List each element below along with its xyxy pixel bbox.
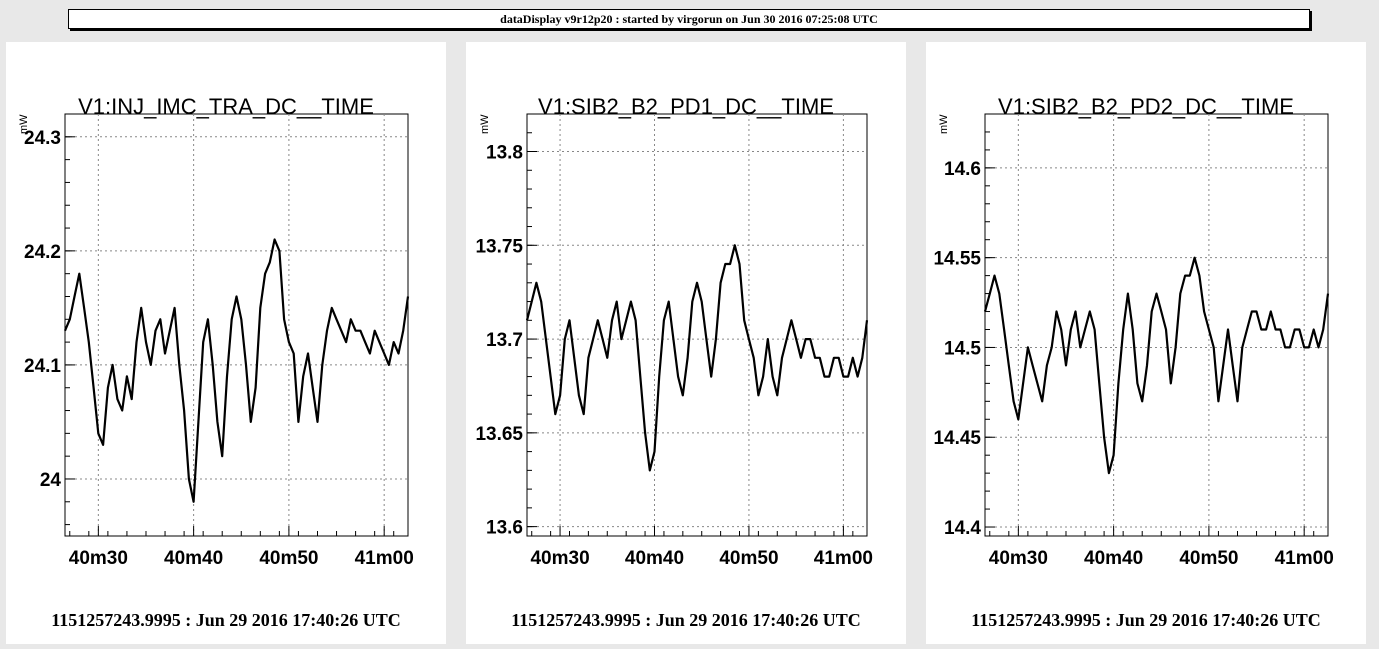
y-tick-label: 13.6 <box>486 518 523 539</box>
series-line <box>63 238 410 503</box>
x-tick-label: 40m30 <box>69 548 128 569</box>
y-tick-label: 24.2 <box>24 242 61 263</box>
plot-frame <box>64 113 409 537</box>
series-line <box>983 256 1330 475</box>
y-tick-label: 14.6 <box>944 159 981 180</box>
y-tick-label: 24.1 <box>24 356 61 377</box>
y-tick-label: 14.45 <box>933 428 981 449</box>
y-tick-label: 13.7 <box>486 330 523 351</box>
y-tick-label: 13.8 <box>486 143 523 164</box>
chart-panel-inj-imc-tra: V1:INJ_IMC_TRA_DC__TIME 24 24.1 24.2 24.3 40… <box>6 42 446 644</box>
y-unit-label: mW <box>18 114 30 134</box>
chart-footer-timestamp: 1151257243.9995 : Jun 29 2016 17:40:26 U… <box>511 610 861 630</box>
chart-plot: 24 24.1 24.2 24.3 40m30 40m40 40m50 41m00 <box>24 113 414 569</box>
x-tick-label: 40m30 <box>530 548 589 569</box>
x-tick-label: 40m40 <box>164 548 223 569</box>
chart-footer-timestamp: 1151257243.9995 : Jun 29 2016 17:40:26 U… <box>51 610 401 630</box>
x-tick-label: 40m50 <box>719 548 778 569</box>
chart-title: V1:SIB2_B2_PD2_DC__TIME <box>998 94 1294 119</box>
x-tick-label: 40m50 <box>1179 548 1238 569</box>
series-line <box>525 244 869 472</box>
x-tick-label: 40m40 <box>625 548 684 569</box>
y-tick-label: 14.5 <box>944 338 981 359</box>
y-tick-label: 24 <box>40 470 62 491</box>
x-tick-label: 41m00 <box>355 548 414 569</box>
chart-panel-sib2-pd1: V1:SIB2_B2_PD1_DC__TIME 13.6 13.65 13.7 13.… <box>466 42 906 644</box>
plot-frame <box>526 113 868 537</box>
y-tick-label: 13.75 <box>475 236 523 257</box>
y-unit-label: mW <box>938 114 950 134</box>
chart-panel-sib2-pd2: V1:SIB2_B2_PD2_DC__TIME 14.4 14.45 14.5 14.… <box>926 42 1366 644</box>
chart-title: V1:SIB2_B2_PD1_DC__TIME <box>538 94 834 119</box>
chart-footer-timestamp: 1151257243.9995 : Jun 29 2016 17:40:26 U… <box>971 610 1321 630</box>
plot-frame <box>984 113 1329 537</box>
y-tick-label: 14.4 <box>944 518 981 539</box>
x-tick-label: 41m00 <box>814 548 873 569</box>
x-tick-label: 41m00 <box>1275 548 1334 569</box>
chart-plot: 13.6 13.65 13.7 13.75 13.8 40m30 40m40 40m50 41m… <box>475 113 873 569</box>
x-tick-label: 40m30 <box>989 548 1048 569</box>
y-tick-label: 13.65 <box>475 424 523 445</box>
y-unit-label: mW <box>479 114 491 134</box>
y-tick-label: 24.3 <box>24 128 61 149</box>
chart-title: V1:INJ_IMC_TRA_DC__TIME <box>78 94 374 119</box>
y-tick-label: 14.55 <box>933 249 981 270</box>
x-tick-label: 40m50 <box>259 548 318 569</box>
x-tick-label: 40m40 <box>1084 548 1143 569</box>
chart-plot: 14.4 14.45 14.5 14.55 14.6 40m30 40m40 40m50 41m… <box>933 113 1334 569</box>
display-title-bar: dataDisplay v9r12p20 : started by virgor… <box>68 9 1310 29</box>
